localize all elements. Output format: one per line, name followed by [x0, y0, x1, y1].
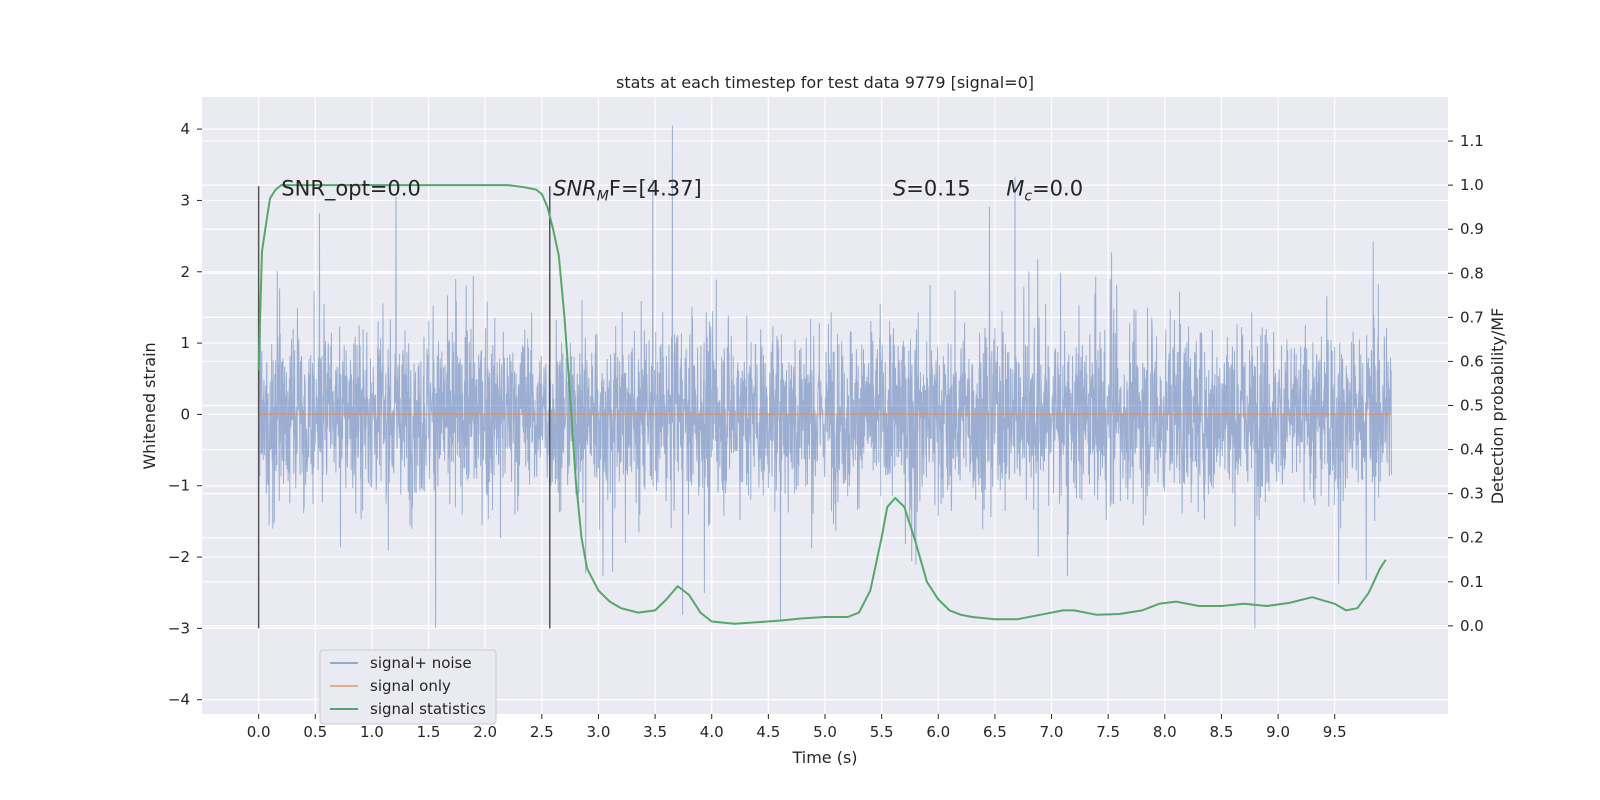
- annotation: SNR_opt=0.0: [281, 176, 421, 201]
- annotation-value: =0.15: [906, 176, 970, 200]
- y-tick-label: 2: [180, 263, 190, 281]
- legend-label-signal-statistics: signal statistics: [370, 700, 486, 718]
- legend-box: [319, 649, 497, 725]
- x-tick-label: 3.0: [587, 723, 611, 741]
- x-tick-label: 4.5: [756, 723, 780, 741]
- annotation-main: SNR_opt=0.0: [281, 176, 421, 201]
- x-tick-label: 8.5: [1210, 723, 1234, 741]
- y-tick-label: −2: [168, 548, 190, 566]
- y-axis-label: Whitened strain: [140, 342, 159, 469]
- x-tick-label: 4.0: [700, 723, 724, 741]
- annotations: SNR_opt=0.0 SNRMF=[4.37] S=0.15 Mc=0.0: [281, 176, 1083, 204]
- x-tick-label: 1.5: [417, 723, 441, 741]
- right-tick-label: 0.2: [1460, 529, 1484, 547]
- chart-title: stats at each timestep for test data 977…: [616, 73, 1034, 92]
- legend: signal+ noise signal only signal statist…: [319, 649, 497, 725]
- series-signal-noise: [258, 125, 1392, 629]
- right-tick-label: 0.1: [1460, 573, 1484, 591]
- y-tick-label: 1: [180, 334, 190, 352]
- x-tick-label: 0.5: [303, 723, 327, 741]
- right-tick-label: 0.4: [1460, 441, 1484, 459]
- x-tick-label: 7.0: [1040, 723, 1064, 741]
- noise-trace: [258, 125, 1392, 629]
- right-axis-ticks: 0.0 0.1 0.2 0.3 0.4 0.5 0.6 0.7 0.8 0.9 1.0 1.1: [1448, 132, 1484, 635]
- annotation-main: M: [1006, 176, 1024, 200]
- x-tick-label: 2.5: [530, 723, 554, 741]
- annotation-subscript: M: [597, 188, 609, 204]
- annotation-subscript: c: [1024, 188, 1032, 204]
- right-tick-label: 0.8: [1460, 264, 1484, 282]
- y-tick-label: 0: [180, 405, 190, 423]
- y-tick-label: −1: [168, 477, 190, 495]
- statistics-line: [257, 184, 1387, 625]
- x-axis-label: Time (s): [791, 748, 857, 767]
- right-tick-label: 1.1: [1460, 132, 1484, 150]
- x-tick-label: 9.5: [1323, 723, 1347, 741]
- x-tick-label: 5.5: [870, 723, 894, 741]
- right-tick-label: 0.0: [1460, 617, 1484, 635]
- right-tick-label: 0.7: [1460, 308, 1484, 326]
- right-tick-label: 0.6: [1460, 352, 1484, 370]
- x-tick-label: 6.5: [983, 723, 1007, 741]
- x-tick-label: 9.0: [1266, 723, 1290, 741]
- y-axis-ticks: −4 −3 −2 −1 0 1 2 3 4: [168, 120, 202, 709]
- x-tick-label: 0.0: [247, 723, 271, 741]
- right-tick-label: 1.0: [1460, 176, 1484, 194]
- y-tick-label: −4: [168, 691, 190, 709]
- right-tick-label: 0.5: [1460, 397, 1484, 415]
- x-tick-label: 6.0: [926, 723, 950, 741]
- legend-label-signal-noise: signal+ noise: [370, 654, 472, 672]
- vertical-markers: [257, 186, 551, 629]
- annotation: Mc=0.0: [1006, 176, 1083, 204]
- annotation: SNRMF=[4.37]: [553, 176, 702, 204]
- x-tick-label: 1.0: [360, 723, 384, 741]
- legend-label-signal-only: signal only: [370, 677, 451, 695]
- annotation: S=0.15: [893, 176, 971, 200]
- y-tick-label: −3: [168, 619, 190, 637]
- annotation-main: S: [893, 176, 906, 200]
- x-tick-label: 7.5: [1096, 723, 1120, 741]
- x-tick-label: 2.0: [473, 723, 497, 741]
- annotation-value: F=[4.37]: [609, 176, 702, 200]
- series-signal-statistics: [257, 184, 1387, 625]
- right-tick-label: 0.9: [1460, 220, 1484, 238]
- y-tick-label: 3: [180, 191, 190, 209]
- x-axis-ticks: 0.0 0.5 1.0 1.5 2.0 2.5 3.0 3.5 4.0 4.5 5.0 5.5 6.0 6…: [247, 714, 1347, 741]
- right-axis-label: Detection probability/MF: [1488, 308, 1507, 505]
- x-tick-label: 3.5: [643, 723, 667, 741]
- x-tick-label: 8.0: [1153, 723, 1177, 741]
- y-tick-label: 4: [180, 120, 190, 138]
- x-tick-label: 5.0: [813, 723, 837, 741]
- annotation-value: =0.0: [1032, 176, 1083, 200]
- annotation-main: SNR: [553, 176, 597, 200]
- right-tick-label: 0.3: [1460, 485, 1484, 503]
